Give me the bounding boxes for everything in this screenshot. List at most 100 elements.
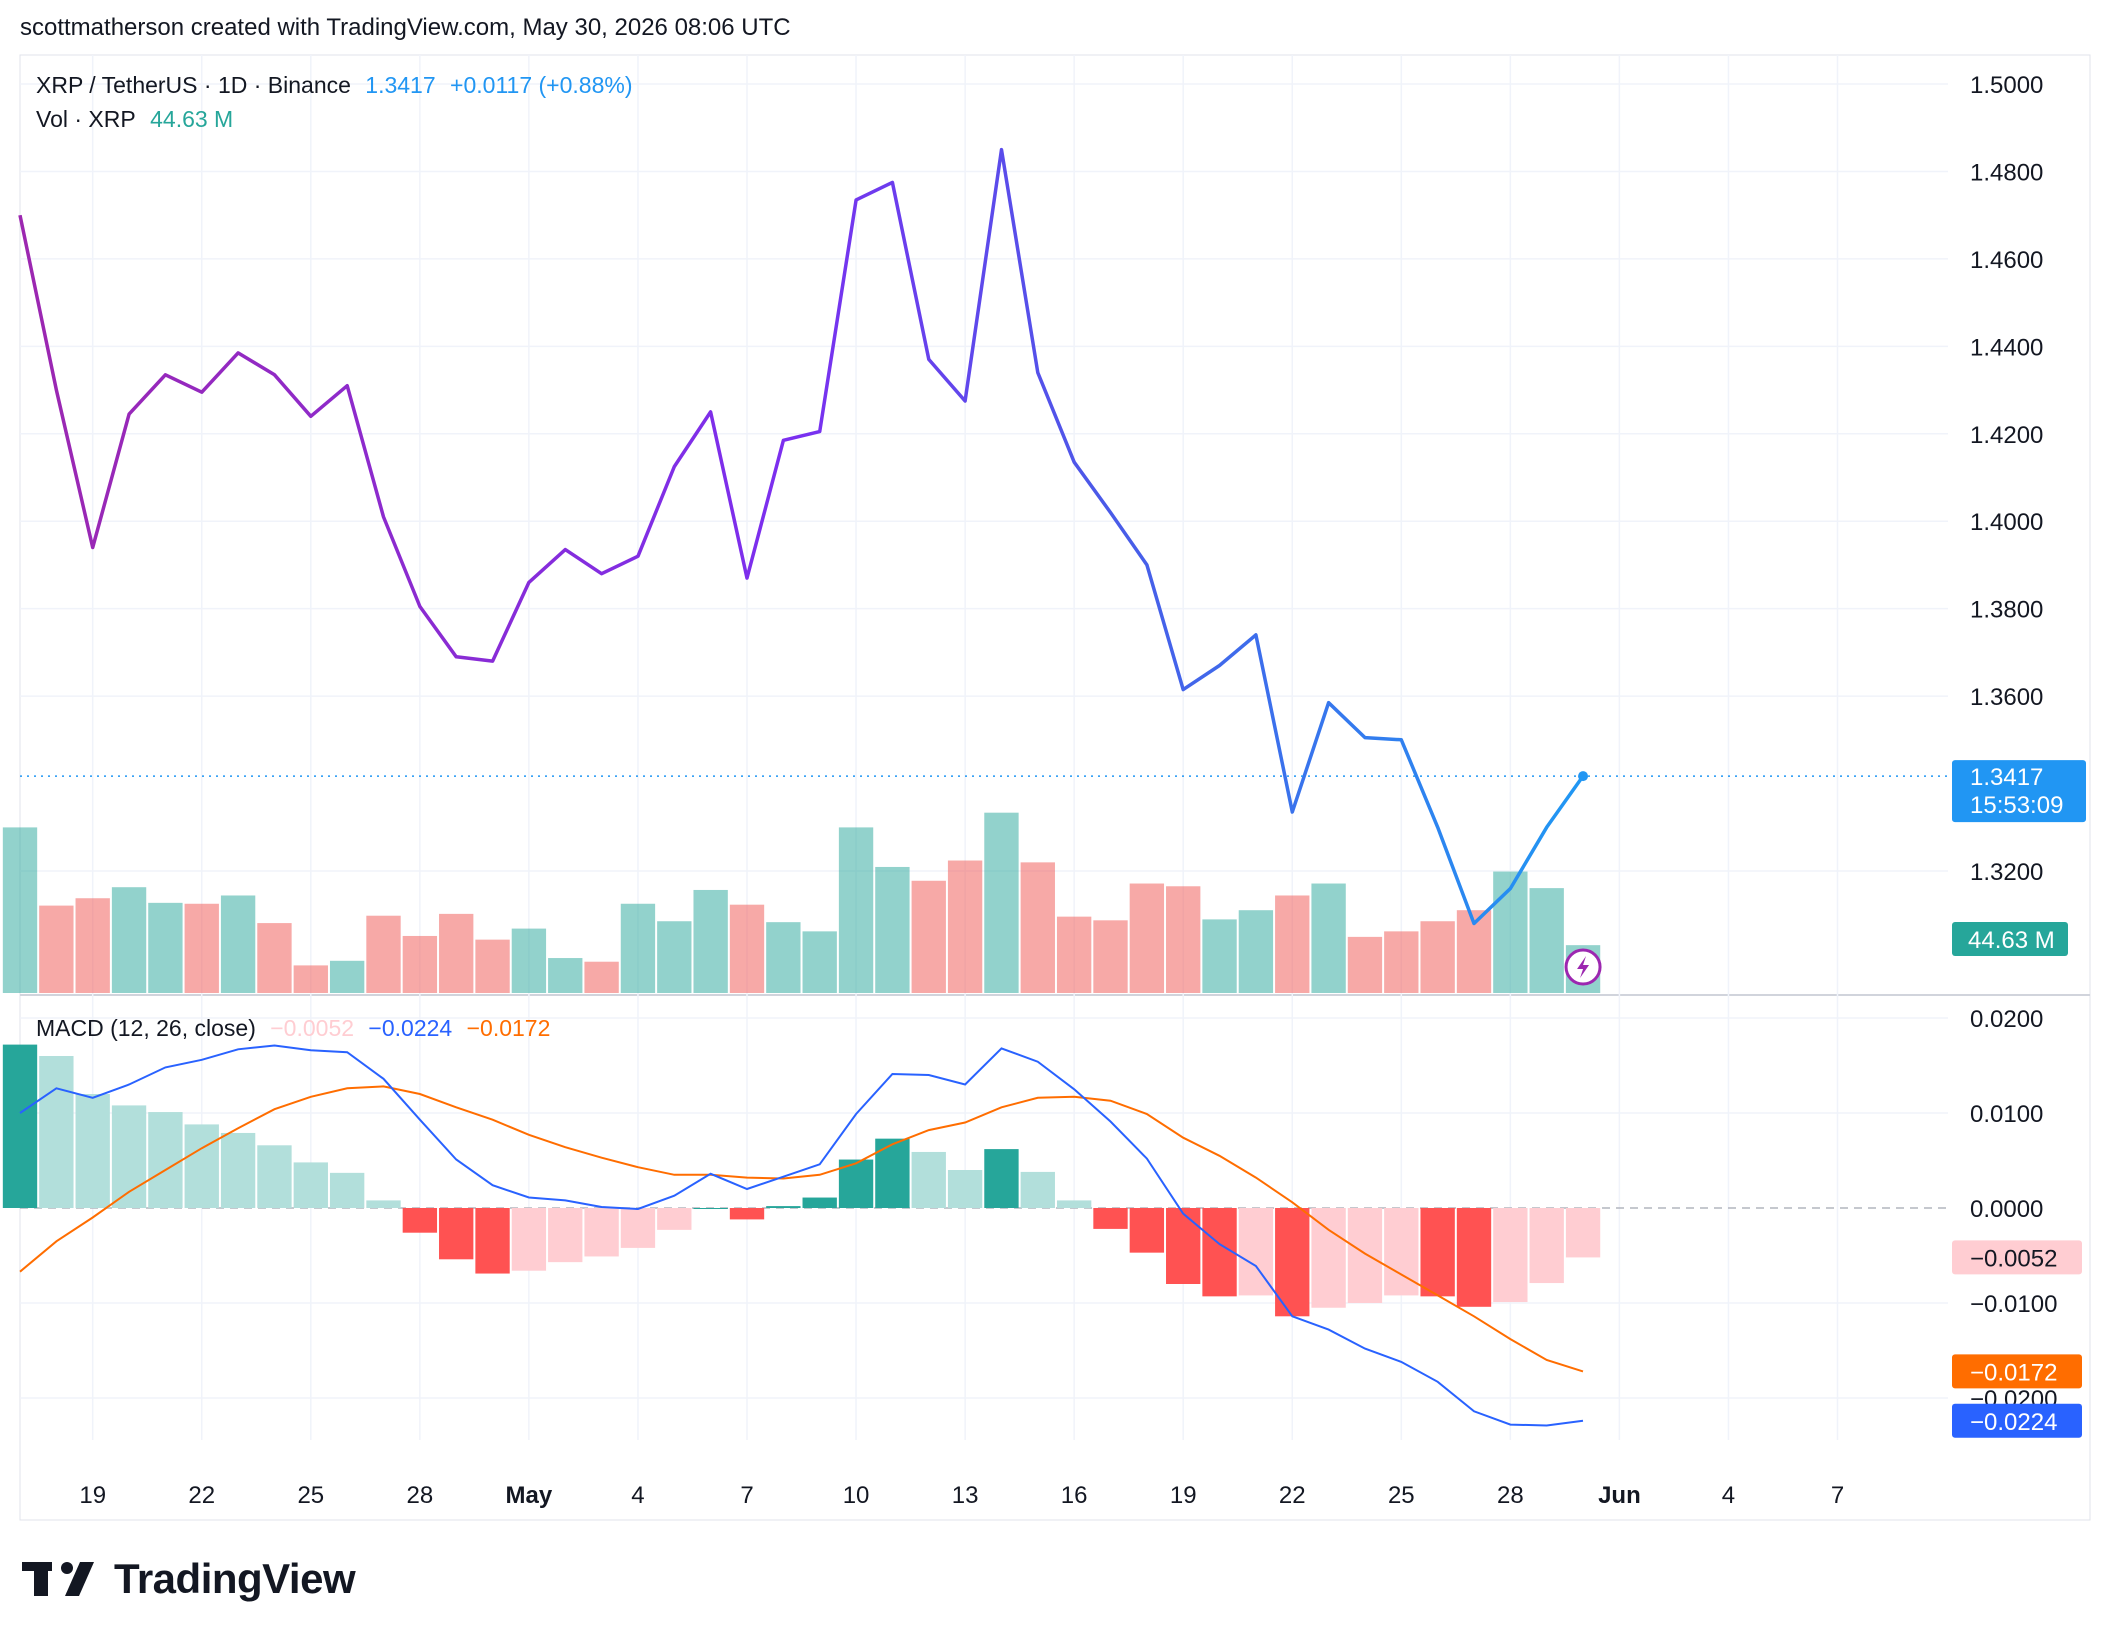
volume-bar xyxy=(911,880,946,993)
macd-histogram-bar xyxy=(1493,1208,1528,1303)
change-value: +0.0117 (+0.88%) xyxy=(450,72,633,98)
volume-bar xyxy=(1275,895,1310,993)
volume-bar xyxy=(220,895,256,993)
macd-signal-badge xyxy=(1952,1354,2082,1389)
time-tick-label: 19 xyxy=(1170,1482,1197,1509)
symbol-label[interactable]: XRP / TetherUS · 1D · Binance xyxy=(36,72,351,98)
time-tick-label: 19 xyxy=(79,1482,106,1509)
volume-bar xyxy=(620,903,656,993)
volume-bar xyxy=(511,928,547,993)
macd-tick-label: 0.0200 xyxy=(1970,1006,2043,1033)
volume-bar xyxy=(766,922,801,993)
macd-hist-badge-label: −0.0052 xyxy=(1970,1245,2057,1272)
macd-histogram-bar xyxy=(1093,1208,1128,1229)
volume-bar xyxy=(1056,916,1092,993)
macd-label[interactable]: MACD (12, 26, close) xyxy=(36,1015,256,1041)
macd-histogram-bar xyxy=(1456,1208,1492,1307)
macd-histogram-bar xyxy=(947,1170,983,1208)
macd-histogram-bar xyxy=(475,1208,510,1274)
volume-bar xyxy=(75,898,110,993)
volume-bar xyxy=(875,866,910,993)
volume-bar xyxy=(1493,871,1528,993)
last-price-dot xyxy=(1578,771,1589,782)
macd-histogram-bar xyxy=(1529,1208,1564,1284)
last-price-value: 1.3417 xyxy=(365,72,436,98)
volume-bar xyxy=(693,889,728,993)
macd-histogram-bar xyxy=(366,1200,401,1208)
tradingview-logo-icon xyxy=(22,1562,94,1596)
macd-hist-value: −0.0052 xyxy=(270,1015,355,1041)
price-line xyxy=(18,147,1585,926)
macd-histogram-bar xyxy=(584,1208,619,1257)
time-tick-label: 4 xyxy=(1722,1482,1735,1509)
time-tick-label: May xyxy=(506,1482,553,1509)
time-tick-label: 7 xyxy=(1831,1482,1844,1509)
volume-bar xyxy=(329,960,365,993)
macd-histogram-bar xyxy=(1420,1208,1455,1297)
volume-bar xyxy=(984,812,1019,993)
price-tick-label: 1.4800 xyxy=(1970,159,2043,186)
tradingview-logo-text: TradingView xyxy=(114,1555,356,1602)
chart-frame xyxy=(19,54,2091,1521)
volume-bar xyxy=(111,887,147,993)
price-tick-label: 1.4600 xyxy=(1970,247,2043,274)
volume-bar xyxy=(1529,888,1564,993)
volume-bar xyxy=(39,905,74,993)
macd-signal-line xyxy=(19,1085,1584,1373)
volume-bar xyxy=(1347,936,1383,993)
volume-bar xyxy=(1020,862,1055,993)
time-tick-label: 22 xyxy=(188,1482,215,1509)
time-tick-label: 25 xyxy=(297,1482,324,1509)
price-tick-label: 1.5000 xyxy=(1970,72,2043,99)
time-tick-label: 25 xyxy=(1388,1482,1415,1509)
macd-tick-label: −0.0100 xyxy=(1970,1291,2057,1318)
macd-hist-badge xyxy=(1952,1240,2082,1275)
macd-histogram-bar xyxy=(184,1124,219,1208)
price-tick-label: 1.4200 xyxy=(1970,422,2043,449)
chart-credit: scottmatherson created with TradingView.… xyxy=(20,14,791,41)
macd-histogram-bar xyxy=(511,1208,547,1271)
macd-histogram-bar xyxy=(548,1208,583,1263)
macd-histogram-bar xyxy=(620,1208,656,1248)
volume-bar xyxy=(838,827,874,993)
volume-legend: Vol · XRP 44.63 M xyxy=(36,106,241,133)
volume-bar xyxy=(548,958,583,993)
volume-bar xyxy=(439,913,474,993)
price-tick-label: 1.4400 xyxy=(1970,334,2043,361)
time-tick-label: 10 xyxy=(843,1482,870,1509)
last-price-badge xyxy=(1952,760,2086,823)
macd-histogram-bar xyxy=(984,1149,1019,1208)
price-tick-label: 1.4000 xyxy=(1970,509,2043,536)
time-tick-label: 4 xyxy=(631,1482,644,1509)
volume-bar xyxy=(1238,910,1274,993)
macd-histogram-bar xyxy=(148,1112,183,1208)
volume-bar xyxy=(584,961,619,993)
volume-bar xyxy=(257,923,292,993)
volume-bar xyxy=(802,931,837,993)
volume-bar xyxy=(1202,919,1237,993)
macd-histogram-bar xyxy=(1275,1208,1310,1317)
macd-histogram-bar xyxy=(875,1138,910,1208)
macd-line-badge-label: −0.0224 xyxy=(1970,1409,2057,1436)
price-series xyxy=(18,147,1952,926)
last-price-badge-label: 1.3417 xyxy=(1970,764,2043,791)
macd-histogram-bar xyxy=(329,1172,365,1208)
macd-tick-label: 0.0000 xyxy=(1970,1196,2043,1223)
volume-label[interactable]: Vol · XRP xyxy=(36,106,136,132)
time-tick-label: 28 xyxy=(406,1482,433,1509)
macd-histogram-bar xyxy=(220,1132,256,1208)
macd-histogram-bar xyxy=(439,1208,474,1260)
macd-histogram-bar xyxy=(729,1208,765,1220)
axes: 1.5000 1.4800 1.4600 1.4400 1.4200 1.4000 1.38… xyxy=(79,72,2086,1509)
tradingview-logo[interactable]: TradingView xyxy=(22,1555,356,1603)
volume-bar xyxy=(1129,883,1165,993)
macd-histogram-bar xyxy=(1056,1200,1092,1208)
macd-histogram-bar xyxy=(1565,1208,1601,1258)
macd-line xyxy=(19,1044,1584,1427)
volume-bar xyxy=(1384,931,1419,993)
macd-histogram-bar xyxy=(257,1145,292,1208)
volume-value: 44.63 M xyxy=(150,106,234,132)
volume-bar xyxy=(1166,886,1201,993)
volume-badge xyxy=(1952,922,2068,956)
